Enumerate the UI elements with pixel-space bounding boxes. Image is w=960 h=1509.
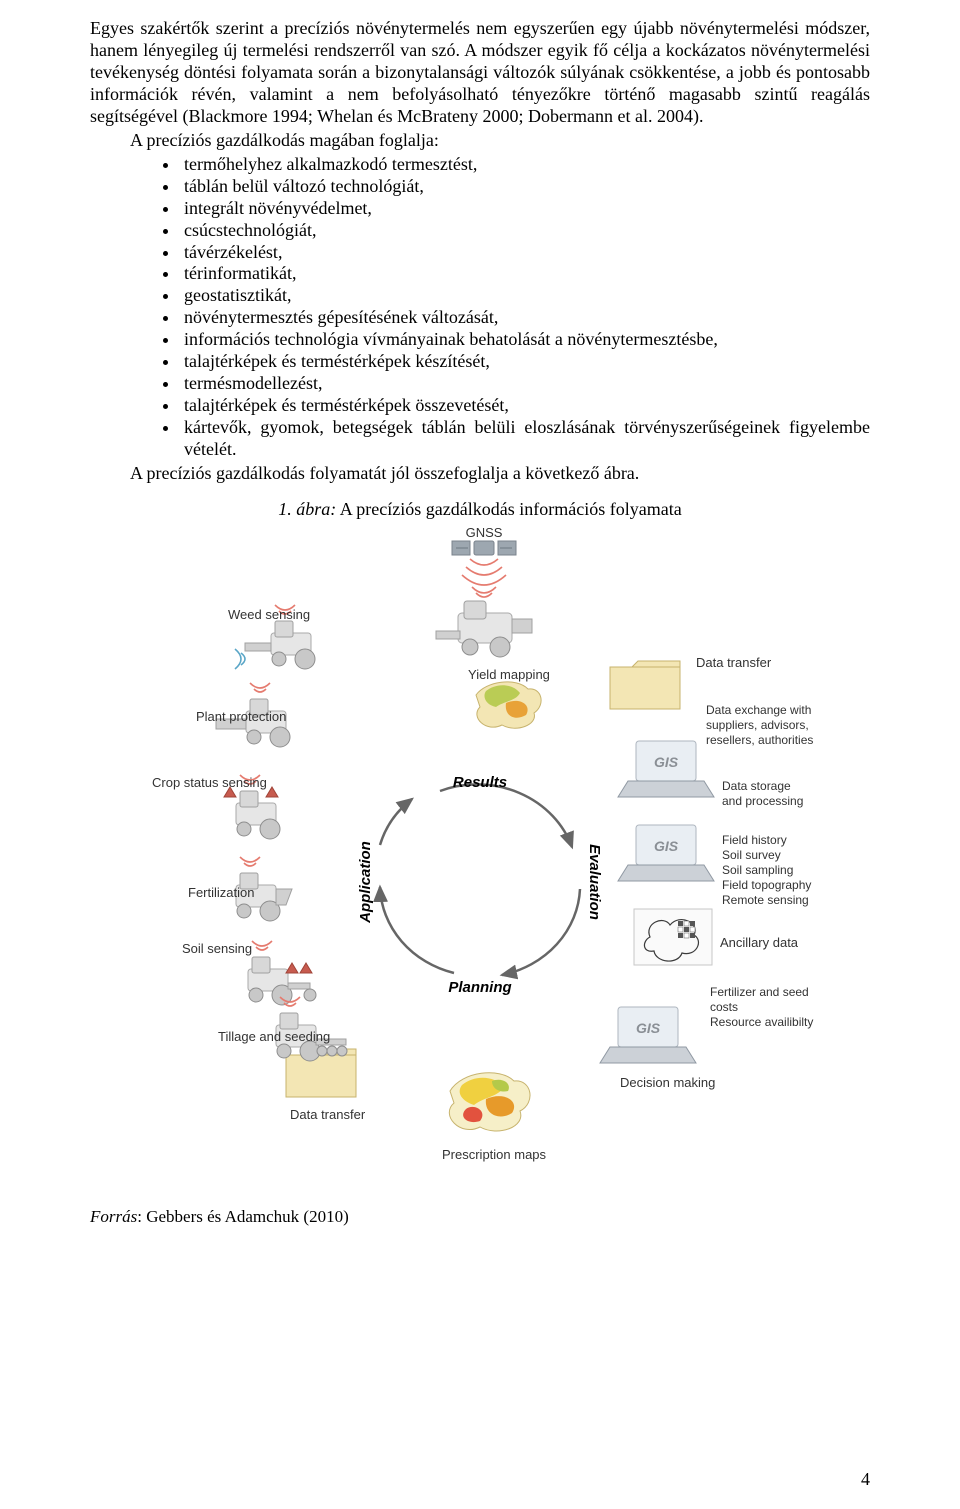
list-item: talajtérképek és terméstérképek összevet… — [180, 395, 870, 417]
bullet-list: termőhelyhez alkalmazkodó termesztést, t… — [90, 154, 870, 461]
prescription-map-icon — [449, 1073, 530, 1131]
gnss-label: GNSS — [466, 527, 503, 540]
label-yield: Yield mapping — [468, 667, 550, 683]
list-item: integrált növényvédelmet, — [180, 198, 870, 220]
list-item: növénytermesztés gépesítésének változásá… — [180, 307, 870, 329]
label-fert: Fertilization — [188, 885, 254, 901]
figure-number: 1. ábra: — [278, 499, 336, 519]
label-dt-left: Data transfer — [290, 1107, 365, 1123]
figure-precision-farming-cycle: Results Evaluation Planning Application … — [140, 527, 820, 1167]
label-decision: Decision making — [620, 1075, 715, 1091]
label-plant: Plant protection — [196, 709, 286, 725]
list-item: talajtérképek és terméstérképek készítés… — [180, 351, 870, 373]
center-cycle: Results Evaluation Planning Application — [357, 774, 603, 996]
figure-title: A precíziós gazdálkodás információs foly… — [336, 499, 681, 519]
svg-text:GIS: GIS — [654, 838, 679, 854]
label-exchange: Data exchange with suppliers, advisors, … — [706, 703, 813, 748]
list-item: információs technológia vívmányainak beh… — [180, 329, 870, 351]
label-storage: Data storage and processing — [722, 779, 803, 809]
label-tillage: Tillage and seeding — [218, 1029, 330, 1045]
label-ancillary: Ancillary data — [720, 935, 798, 951]
yield-map-icon — [476, 682, 541, 728]
label-dt-right: Data transfer — [696, 655, 771, 671]
list-item: távérzékelést, — [180, 242, 870, 264]
list-item: kártevők, gyomok, betegségek táblán belü… — [180, 417, 870, 461]
list-item: csúcstechnológiát, — [180, 220, 870, 242]
label-presc: Prescription maps — [442, 1147, 546, 1163]
cycle-label-results: Results — [453, 774, 507, 791]
list-item: táblán belül változó technológiát, — [180, 176, 870, 198]
list-item: geostatisztikát, — [180, 285, 870, 307]
label-fertcost: Fertilizer and seed costs Resource avail… — [710, 985, 820, 1030]
gnss-satellite-icon — [452, 541, 516, 585]
source-value: : Gebbers és Adamchuk (2010) — [137, 1207, 349, 1226]
label-field: Field history Soil survey Soil sampling … — [722, 833, 811, 908]
label-weed: Weed sensing — [228, 607, 310, 623]
figure-source: Forrás: Gebbers és Adamchuk (2010) — [90, 1207, 870, 1228]
ancillary-data-icon — [634, 909, 712, 965]
laptop-gis-mid-icon: GIS — [618, 825, 714, 881]
cycle-label-application: Application — [357, 841, 374, 924]
source-label: Forrás — [90, 1207, 137, 1226]
label-soil: Soil sensing — [182, 941, 252, 957]
page: Egyes szakértők szerint a precíziós növé… — [0, 0, 960, 1509]
figure-caption: 1. ábra: A precíziós gazdálkodás informá… — [90, 499, 870, 521]
list-item: térinformatikát, — [180, 263, 870, 285]
diagram-svg: Results Evaluation Planning Application … — [140, 527, 820, 1167]
paragraph-intro: Egyes szakértők szerint a precíziós növé… — [90, 18, 870, 128]
laptop-gis-top-icon: GIS — [618, 741, 714, 797]
folder-right-icon — [610, 661, 680, 709]
cycle-label-planning: Planning — [448, 979, 511, 996]
page-number: 4 — [861, 1469, 870, 1491]
paragraph-closing: A precíziós gazdálkodás folyamatát jól ö… — [90, 463, 870, 485]
harvester-icon — [436, 587, 532, 657]
cycle-label-evaluation: Evaluation — [586, 844, 603, 920]
list-item: termőhelyhez alkalmazkodó termesztést, — [180, 154, 870, 176]
svg-text:GIS: GIS — [636, 1020, 661, 1036]
paragraph-lead: A precíziós gazdálkodás magában foglalja… — [90, 130, 870, 152]
soil-tractor-icon — [248, 941, 316, 1005]
svg-text:GIS: GIS — [654, 754, 679, 770]
laptop-decision-icon: GIS — [600, 1007, 696, 1063]
list-item: termésmodellezést, — [180, 373, 870, 395]
label-crop: Crop status sensing — [152, 775, 267, 791]
